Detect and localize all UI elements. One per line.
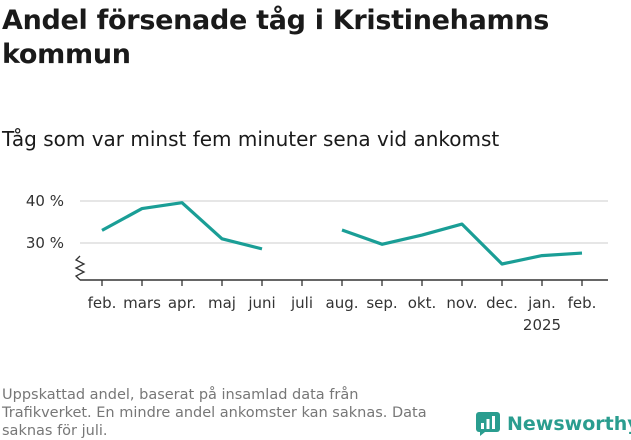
chart-subtitle: Tåg som var minst fem minuter sena vid a…	[2, 127, 500, 151]
series-line-segment-0	[101, 201, 263, 251]
axis-break-marker	[74, 255, 86, 281]
x-tick-label-6: aug.	[326, 294, 359, 312]
y-axis-ticks: 30 % 40 %	[26, 192, 64, 252]
x-axis	[74, 255, 608, 281]
x-tick-label-11: jan.	[527, 294, 556, 312]
logo-text: Newsworthy	[507, 413, 631, 435]
x-tick-label-2: apr.	[168, 294, 196, 312]
x-tick-label-10: dec.	[486, 294, 518, 312]
x-tick-label-7: sep.	[366, 294, 397, 312]
x-year-label: 2025	[523, 316, 561, 334]
x-tick-label-3: maj	[208, 294, 236, 312]
x-tick-label-9: nov.	[446, 294, 477, 312]
x-tick-label-4: juni	[247, 294, 275, 312]
y-tick-label-30: 30 %	[26, 234, 64, 252]
x-axis-ticks: feb. mars apr. maj juni juli aug. sep. okt. nov. d…	[88, 280, 597, 334]
x-tick-label-8: okt.	[408, 294, 437, 312]
x-tick-label-5: juli	[290, 294, 313, 312]
line-chart: 30 % 40 % feb. mars apr. maj juni juli aug. sep.…	[26, 192, 608, 334]
gridlines	[80, 200, 608, 244]
footnote: Uppskattad andel, baserat på insamlad da…	[2, 387, 427, 439]
x-tick-label-0: feb.	[88, 294, 117, 312]
series-lines	[101, 201, 583, 266]
x-tick-label-1: mars	[123, 294, 161, 312]
chart-title: Andel försenade tåg i Kristinehamns komm…	[2, 5, 550, 70]
newsworthy-logo[interactable]: Newsworthy	[476, 409, 631, 439]
series-line-segment-1	[341, 222, 583, 266]
x-tick-label-12: feb.	[568, 294, 597, 312]
newsworthy-logo-icon	[476, 412, 500, 436]
y-tick-label-40: 40 %	[26, 192, 64, 210]
